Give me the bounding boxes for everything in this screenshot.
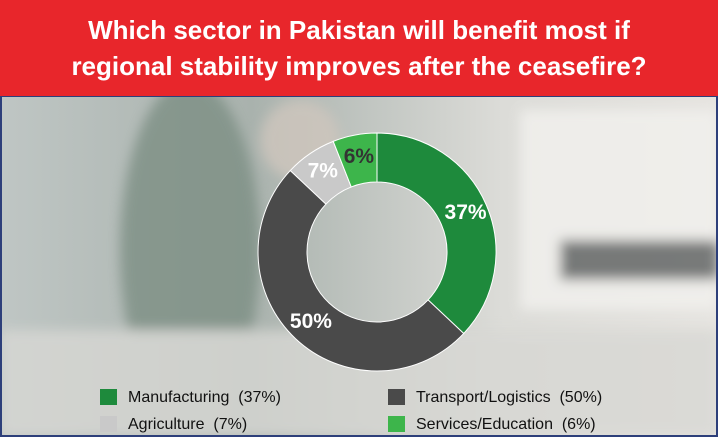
page: Which sector in Pakistan will benefit mo… <box>0 0 718 437</box>
legend-label: Services/Education (6%) <box>416 416 596 433</box>
legend-label: Transport/Logistics (50%) <box>416 389 602 406</box>
legend-swatch <box>100 416 117 432</box>
legend-swatch <box>388 389 405 405</box>
data-label: 7% <box>308 160 339 183</box>
chart: 37% 50% 7%6% Manufacturing (37%) Transport/L… <box>0 0 718 437</box>
data-label: 37% <box>445 201 487 224</box>
legend-swatch <box>100 389 117 405</box>
data-label: 50% <box>290 310 332 333</box>
data-label: 6% <box>344 145 375 168</box>
legend-swatch <box>388 416 405 432</box>
donut-segment <box>377 133 496 333</box>
legend-label: Manufacturing (37%) <box>128 389 281 406</box>
legend-label: Agriculture (7%) <box>128 416 247 433</box>
